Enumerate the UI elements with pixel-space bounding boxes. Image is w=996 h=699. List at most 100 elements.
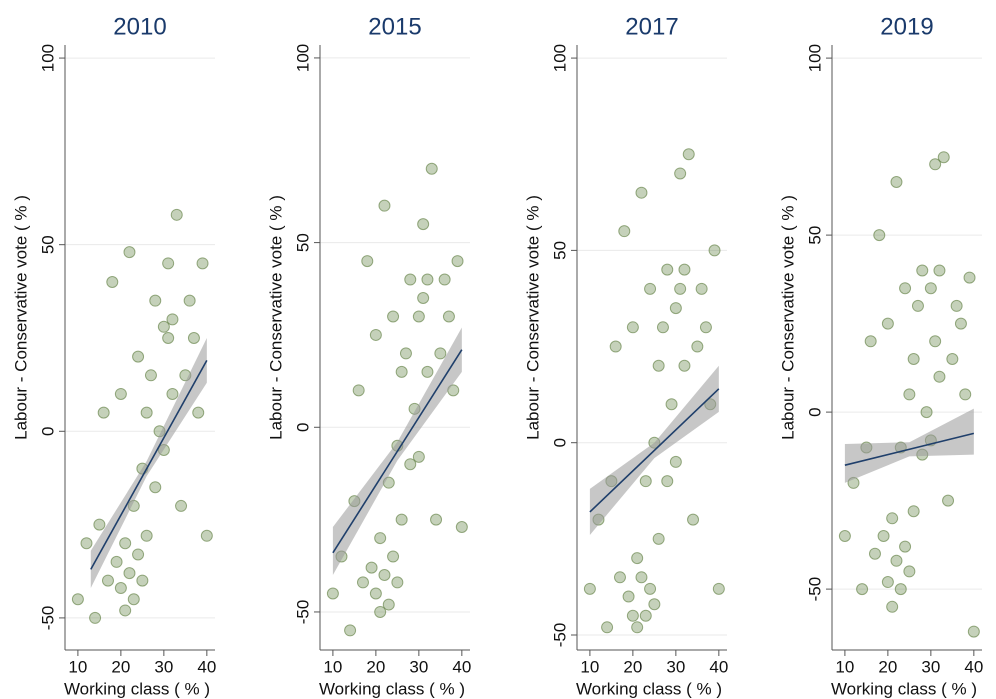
point xyxy=(933,264,946,277)
x-axis-label: Working class ( % ) xyxy=(64,679,210,698)
point xyxy=(361,255,374,268)
panel-title: 2019 xyxy=(880,13,933,40)
point xyxy=(123,246,136,259)
x-axis-label: Working class ( % ) xyxy=(319,679,465,698)
y-tick-label: -50 xyxy=(293,600,312,625)
point xyxy=(387,310,400,323)
point xyxy=(378,199,391,212)
point xyxy=(93,518,106,531)
point xyxy=(678,263,691,276)
point xyxy=(369,587,382,600)
point xyxy=(712,582,725,595)
point xyxy=(929,335,942,348)
point xyxy=(890,176,903,189)
x-tick-label: 20 xyxy=(623,657,642,676)
point xyxy=(864,335,877,348)
point xyxy=(200,529,213,542)
point xyxy=(162,257,175,270)
x-tick-label: 40 xyxy=(964,657,983,676)
point xyxy=(886,600,899,613)
point xyxy=(106,275,119,288)
point xyxy=(669,302,682,315)
point xyxy=(635,186,648,199)
point xyxy=(175,499,188,512)
point xyxy=(618,225,631,238)
point xyxy=(132,548,145,561)
point xyxy=(326,587,339,600)
point xyxy=(89,611,102,624)
point xyxy=(114,582,127,595)
point xyxy=(929,158,942,171)
point xyxy=(708,244,721,257)
confidence-band xyxy=(844,408,974,483)
point xyxy=(157,320,170,333)
x-tick-label: 20 xyxy=(366,657,385,676)
point xyxy=(352,384,365,397)
point xyxy=(916,264,929,277)
point xyxy=(890,554,903,567)
point xyxy=(127,593,140,606)
point xyxy=(937,151,950,164)
point xyxy=(374,605,387,618)
point xyxy=(434,347,447,360)
x-tick-label: 30 xyxy=(154,657,173,676)
point xyxy=(601,621,614,634)
confidence-band xyxy=(90,337,207,589)
x-tick-label: 40 xyxy=(452,657,471,676)
point xyxy=(959,388,972,401)
point xyxy=(119,604,132,617)
point xyxy=(669,455,682,468)
point xyxy=(881,317,894,330)
point xyxy=(417,292,430,305)
point xyxy=(399,347,412,360)
panel: 2017 -50 0 50 100 10 20 30 40 Working class ( % )… xyxy=(523,13,728,698)
point xyxy=(639,475,652,488)
point xyxy=(136,574,149,587)
y-tick-label: 0 xyxy=(293,423,312,432)
x-tick-label: 40 xyxy=(197,657,216,676)
point xyxy=(622,590,635,603)
point xyxy=(196,257,209,270)
y-tick-label: 100 xyxy=(805,44,824,72)
point xyxy=(635,571,648,584)
point xyxy=(920,406,933,419)
point xyxy=(412,450,425,463)
point xyxy=(404,458,417,471)
point xyxy=(954,317,967,330)
panel: 2019 -50 0 50 100 10 20 30 40 Working class ( % )… xyxy=(778,13,983,698)
point xyxy=(868,547,881,560)
point xyxy=(652,532,665,545)
y-tick-label: -50 xyxy=(550,623,569,648)
point xyxy=(661,475,674,488)
point xyxy=(395,513,408,526)
y-tick-label: 100 xyxy=(550,44,569,72)
point xyxy=(652,359,665,372)
point xyxy=(421,273,434,286)
point xyxy=(963,271,976,284)
point xyxy=(101,574,114,587)
point xyxy=(682,148,695,161)
point xyxy=(149,481,162,494)
point xyxy=(695,282,708,295)
y-axis-label: Labour - Conservative vote ( % ) xyxy=(778,195,797,440)
point xyxy=(369,328,382,341)
point xyxy=(687,513,700,526)
point xyxy=(967,625,980,638)
point xyxy=(894,583,907,596)
point xyxy=(378,569,391,582)
y-axis-label: Labour - Conservative vote ( % ) xyxy=(266,195,285,440)
point xyxy=(395,365,408,378)
point xyxy=(123,567,136,580)
point xyxy=(374,532,387,545)
x-tick-label: 10 xyxy=(323,657,342,676)
point xyxy=(907,505,920,518)
point xyxy=(674,167,687,180)
point xyxy=(382,598,395,611)
y-axis-label: Labour - Conservative vote ( % ) xyxy=(523,195,542,440)
y-tick-label: -50 xyxy=(38,606,57,631)
y-tick-label: 0 xyxy=(805,407,824,416)
y-tick-label: 100 xyxy=(38,44,57,72)
point xyxy=(344,624,357,637)
point xyxy=(886,512,899,525)
